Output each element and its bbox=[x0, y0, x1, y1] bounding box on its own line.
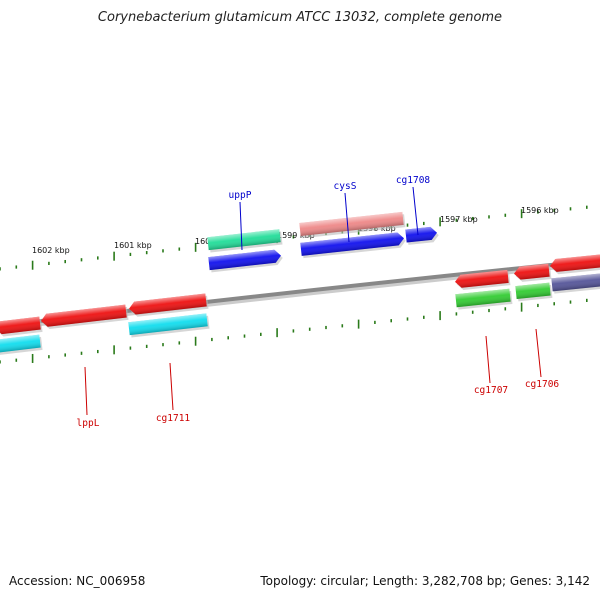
gene-label-uppP[interactable]: uppP bbox=[229, 190, 252, 201]
gene-label-cg1708[interactable]: cg1708 bbox=[396, 175, 431, 186]
feature-cg1711[interactable] bbox=[128, 293, 209, 317]
feature-uppP[interactable] bbox=[208, 249, 283, 273]
line-cg1706 bbox=[535, 328, 542, 378]
tick-label-1596: 1596 kbp bbox=[521, 206, 559, 215]
gene-label-lines bbox=[84, 186, 542, 416]
inner-tick-ring bbox=[0, 298, 588, 364]
line-cg1711 bbox=[169, 362, 174, 411]
gene-label-lppL[interactable]: lppL bbox=[77, 418, 100, 429]
tick-label-1597: 1597 kbp bbox=[440, 215, 478, 224]
gene-features bbox=[0, 211, 600, 356]
gene-label-cg1706[interactable]: cg1706 bbox=[525, 379, 560, 390]
feature-cg1707[interactable] bbox=[455, 288, 513, 310]
feature-left-red[interactable] bbox=[0, 316, 43, 337]
feature-left-cyan[interactable] bbox=[0, 334, 43, 356]
line-cg1708 bbox=[412, 186, 419, 236]
feature-cg1706-red[interactable] bbox=[513, 263, 552, 283]
feature-uppP-adjacent[interactable] bbox=[207, 229, 283, 253]
map-title: Corynebacterium glutamicum ATCC 13032, c… bbox=[97, 10, 503, 25]
gene-label-cysS[interactable]: cysS bbox=[334, 181, 357, 192]
line-lppL bbox=[84, 366, 88, 416]
topology-text: Topology: circular; Length: 3,282,708 bp… bbox=[260, 574, 590, 588]
line-cg1707 bbox=[485, 335, 491, 384]
line-cysS bbox=[344, 192, 350, 243]
feature-cg1706[interactable] bbox=[515, 282, 553, 302]
feature-cysS[interactable] bbox=[300, 232, 406, 259]
accession-text: Accession: NC_006958 bbox=[9, 574, 146, 588]
tick-label-1602: 1602 kbp bbox=[32, 246, 70, 255]
tick-label-1601: 1601 kbp bbox=[114, 241, 152, 250]
line-uppP bbox=[239, 201, 243, 251]
feature-lppL[interactable] bbox=[40, 304, 129, 330]
feature-cg1708[interactable] bbox=[405, 226, 439, 245]
gene-labels: uppP cysS cg1708 lppL cg1711 cg1707 cg17… bbox=[77, 175, 560, 429]
tick-labels: 1602 kbp 1601 kbp 1600 kbp 1599 kbp 1598… bbox=[32, 206, 559, 255]
feature-right-slate[interactable] bbox=[551, 273, 600, 294]
feature-cg1707-red[interactable] bbox=[454, 269, 511, 291]
gene-label-cg1711[interactable]: cg1711 bbox=[156, 413, 191, 424]
feature-right-red[interactable] bbox=[549, 254, 600, 275]
gene-label-cg1707[interactable]: cg1707 bbox=[474, 385, 508, 396]
feature-cysS-shade[interactable] bbox=[299, 211, 406, 239]
feature-cg1711-shade[interactable] bbox=[128, 313, 210, 338]
tick-label-1599: 1599 kbp bbox=[277, 231, 315, 240]
